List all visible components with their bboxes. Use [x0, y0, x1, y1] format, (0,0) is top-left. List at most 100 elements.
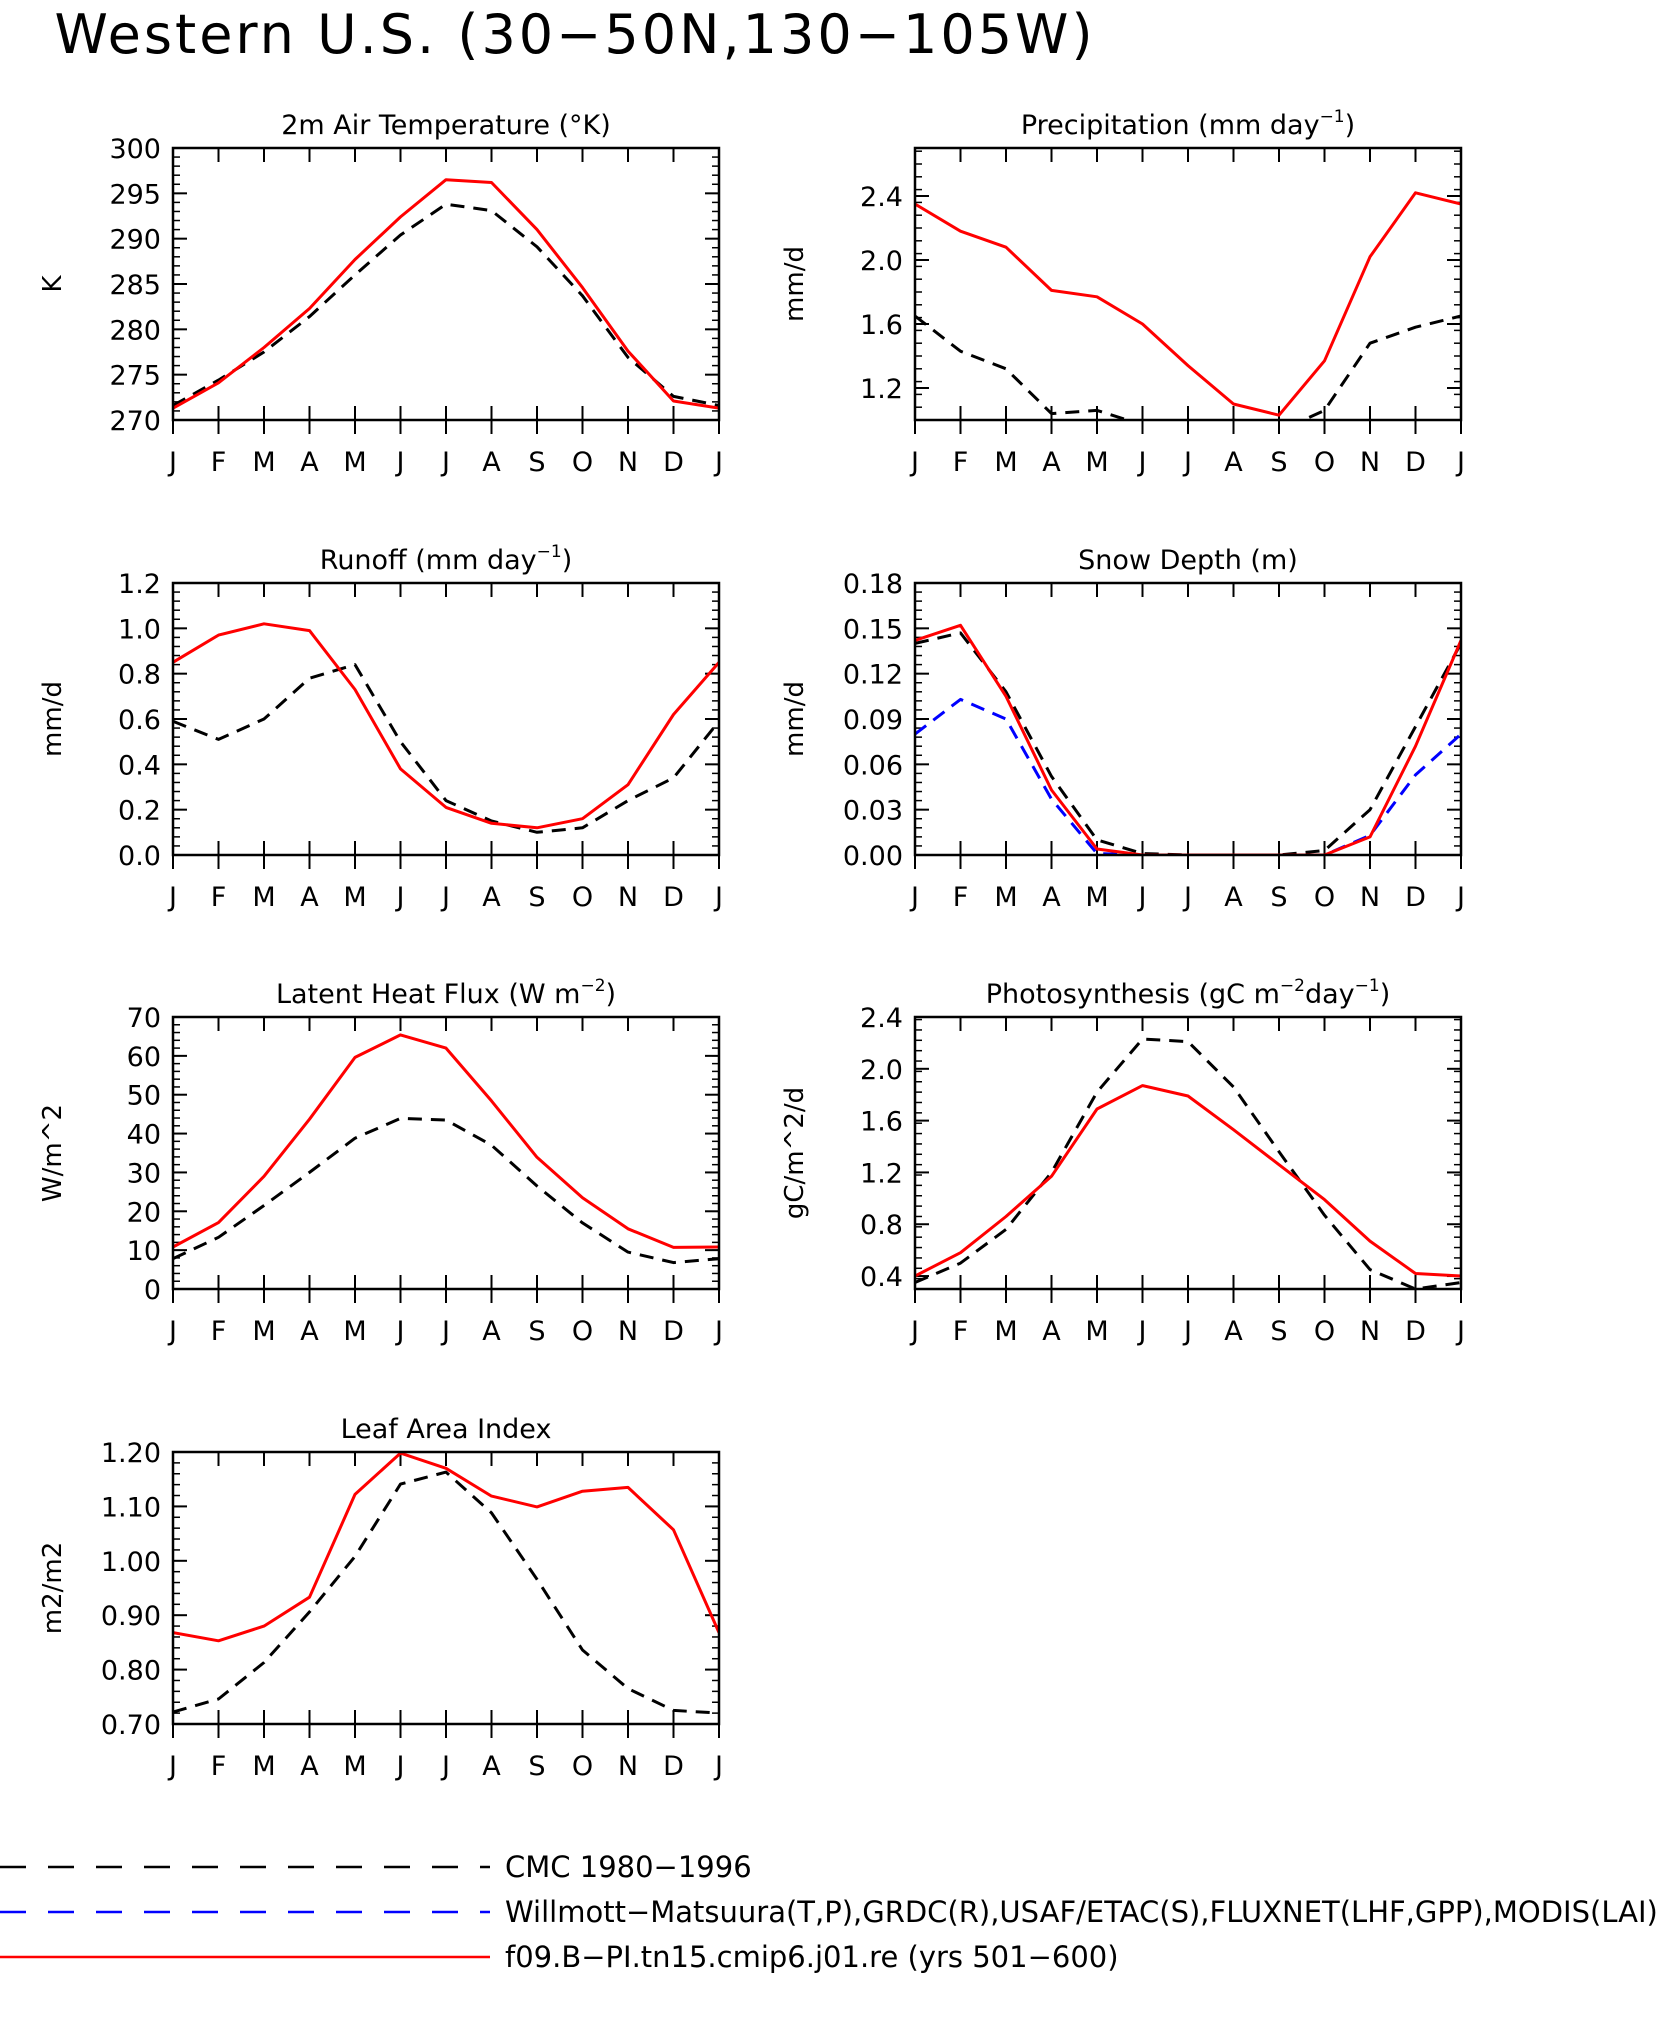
- x-tick-label: O: [572, 447, 593, 478]
- series-group: [915, 1037, 1461, 1289]
- panel-4: Snow Depth (m) mm/d 0.00 0.03 0.06 0.09 0.12 0.…: [780, 545, 1465, 913]
- x-tick-label: F: [211, 1316, 227, 1347]
- x-tick-label: D: [1405, 1316, 1426, 1347]
- series-group: [173, 1452, 719, 1715]
- y-tick-label: 50: [127, 1081, 161, 1112]
- x-tick-label: S: [528, 1316, 545, 1347]
- y-tick-label: 70: [127, 1003, 161, 1034]
- x-tick-label: J: [167, 1751, 177, 1782]
- x-tick-label: J: [167, 1316, 177, 1347]
- panel-3: Runoff (mm day−1) mm/d 0.0 0.2 0.4 0.6 0.8 1.0 1…: [38, 542, 723, 913]
- series-line: [173, 202, 719, 407]
- plot-frame: [171, 1015, 721, 1291]
- y-axis-label: m2/m2: [38, 1542, 68, 1635]
- x-tick-label: A: [1224, 1316, 1243, 1347]
- legend-label: Willmott−Matsuura(T,P),GRDC(R),USAF/ETAC…: [505, 1895, 1658, 1929]
- x-tick-label: A: [482, 882, 501, 913]
- panel-7: Leaf Area Index m2/m2 0.70 0.80 0.90 1.00 1.10…: [38, 1414, 723, 1782]
- plot-frame: [913, 581, 1463, 857]
- y-axis-label: gC/m^2/d: [780, 1087, 810, 1219]
- panel-title: Latent Heat Flux (W m−2): [276, 976, 616, 1010]
- y-tick-label: 2.0: [860, 246, 903, 277]
- x-tick-label: M: [994, 1316, 1017, 1347]
- y-tick-label: 40: [127, 1120, 161, 1151]
- series-line: [915, 623, 1461, 855]
- x-tick-label: A: [482, 447, 501, 478]
- series-line: [173, 622, 719, 830]
- x-tick-label: J: [395, 1751, 405, 1782]
- y-tick-label: 60: [127, 1042, 161, 1073]
- panel-title: Snow Depth (m): [1078, 545, 1298, 576]
- y-tick-label: 0.80: [101, 1656, 161, 1687]
- figure-title: Western U.S. (30−50N,130−105W): [54, 3, 1096, 66]
- x-tick-label: D: [663, 882, 684, 913]
- x-tick-label: J: [909, 882, 919, 913]
- series-line: [173, 1470, 719, 1715]
- y-tick-label: 1.2: [860, 374, 903, 405]
- panel-title: Leaf Area Index: [341, 1414, 552, 1445]
- legend: CMC 1980−1996 Willmott−Matsuura(T,P),GRDC…: [0, 1850, 1658, 1974]
- series-line: [173, 1033, 719, 1249]
- y-tick-label: 0.8: [860, 1210, 903, 1241]
- x-tick-label: A: [300, 1751, 319, 1782]
- y-tick-label: 0.0: [118, 841, 161, 872]
- x-tick-label: J: [713, 1316, 723, 1347]
- y-axis-label: K: [38, 275, 68, 293]
- y-tick-label: 0.03: [843, 796, 903, 827]
- y-tick-label: 290: [109, 225, 161, 256]
- y-tick-label: 2.4: [860, 1003, 903, 1034]
- y-tick-label: 0.18: [843, 569, 903, 600]
- series-line: [173, 178, 719, 410]
- x-tick-label: A: [1042, 447, 1061, 478]
- y-tick-label: 0.09: [843, 705, 903, 736]
- y-tick-label: 270: [109, 406, 161, 437]
- y-tick-label: 0.90: [101, 1601, 161, 1632]
- x-tick-label: M: [343, 882, 366, 913]
- x-tick-label: J: [1137, 882, 1147, 913]
- x-tick-label: J: [167, 447, 177, 478]
- x-tick-label: N: [618, 1316, 638, 1347]
- x-tick-label: J: [1137, 447, 1147, 478]
- x-tick-label: M: [343, 1316, 366, 1347]
- x-tick-label: F: [953, 882, 969, 913]
- y-tick-label: 285: [109, 270, 161, 301]
- x-tick-label: J: [440, 882, 450, 913]
- x-tick-label: D: [1405, 447, 1426, 478]
- legend-label: f09.B−PI.tn15.cmip6.j01.re (yrs 501−600): [505, 1940, 1119, 1974]
- y-tick-label: 295: [109, 179, 161, 210]
- x-tick-label: D: [1405, 882, 1426, 913]
- x-tick-label: D: [663, 1316, 684, 1347]
- y-tick-label: 1.2: [860, 1158, 903, 1189]
- x-tick-label: J: [395, 447, 405, 478]
- x-tick-label: J: [713, 447, 723, 478]
- y-tick-label: 0.12: [843, 660, 903, 691]
- series-line: [915, 314, 1461, 420]
- panel-2: Precipitation (mm day−1) mm/d 1.2 1.6 2.0 2.4…: [780, 107, 1465, 478]
- x-tick-label: N: [618, 447, 638, 478]
- y-axis-label: mm/d: [780, 681, 810, 757]
- x-tick-label: J: [1182, 1316, 1192, 1347]
- x-tick-label: N: [1360, 447, 1380, 478]
- x-tick-label: A: [482, 1751, 501, 1782]
- series-line: [915, 191, 1461, 417]
- x-tick-label: J: [440, 1751, 450, 1782]
- panel-6: Photosynthesis (gC m−2day−1) gC/m^2/d 0.4 0…: [780, 976, 1465, 1347]
- x-tick-label: N: [618, 1751, 638, 1782]
- x-tick-label: A: [1042, 1316, 1061, 1347]
- panel-1: 2m Air Temperature (°K) K 270 275 280 285 290 2…: [38, 110, 723, 478]
- x-tick-label: J: [713, 882, 723, 913]
- x-tick-label: J: [440, 447, 450, 478]
- y-tick-label: 300: [109, 134, 161, 165]
- y-axis-label: mm/d: [38, 681, 68, 757]
- x-tick-label: O: [572, 1316, 593, 1347]
- x-tick-label: J: [440, 1316, 450, 1347]
- series-line: [915, 631, 1461, 855]
- y-tick-label: 0.2: [118, 796, 161, 827]
- panel-title: Precipitation (mm day−1): [1021, 107, 1355, 141]
- y-tick-label: 0.00: [843, 841, 903, 872]
- x-tick-label: N: [1360, 1316, 1380, 1347]
- y-tick-label: 10: [127, 1236, 161, 1267]
- y-tick-label: 2.4: [860, 182, 903, 213]
